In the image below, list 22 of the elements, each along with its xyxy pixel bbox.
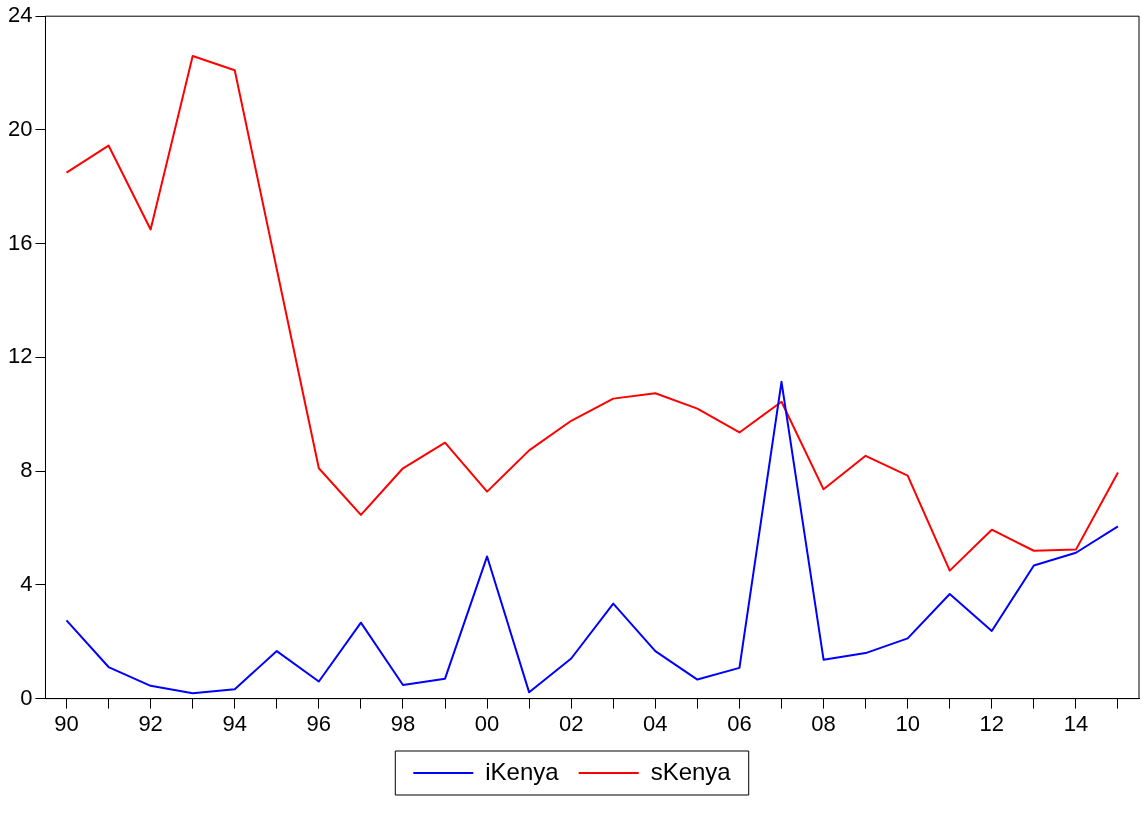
y-tick-label: 4 xyxy=(20,570,33,596)
y-tick-label: 20 xyxy=(7,116,33,141)
x-tick-label: 00 xyxy=(474,710,500,736)
x-tick-label: 02 xyxy=(558,710,584,736)
x-tick-label: 94 xyxy=(222,710,247,736)
y-tick-label: 24 xyxy=(7,2,33,28)
y-tick-label: 12 xyxy=(7,343,33,369)
x-tick-label: 08 xyxy=(811,710,836,736)
x-tick-label: 06 xyxy=(727,710,752,736)
y-tick-label: 8 xyxy=(20,457,33,483)
legend-label: sKenya xyxy=(650,757,732,785)
x-tick-label: 96 xyxy=(306,710,332,736)
x-tick-label: 90 xyxy=(54,710,79,736)
x-tick-label: 04 xyxy=(643,710,668,736)
y-tick-label: 16 xyxy=(7,229,33,255)
x-tick-label: 92 xyxy=(138,710,163,736)
x-tick-label: 12 xyxy=(979,710,1005,736)
x-tick-label: 14 xyxy=(1063,710,1089,736)
x-tick-label: 98 xyxy=(390,710,416,736)
x-tick-label: 10 xyxy=(895,710,920,736)
legend-label: iKenya xyxy=(485,757,560,785)
y-tick-label: 0 xyxy=(20,684,33,710)
